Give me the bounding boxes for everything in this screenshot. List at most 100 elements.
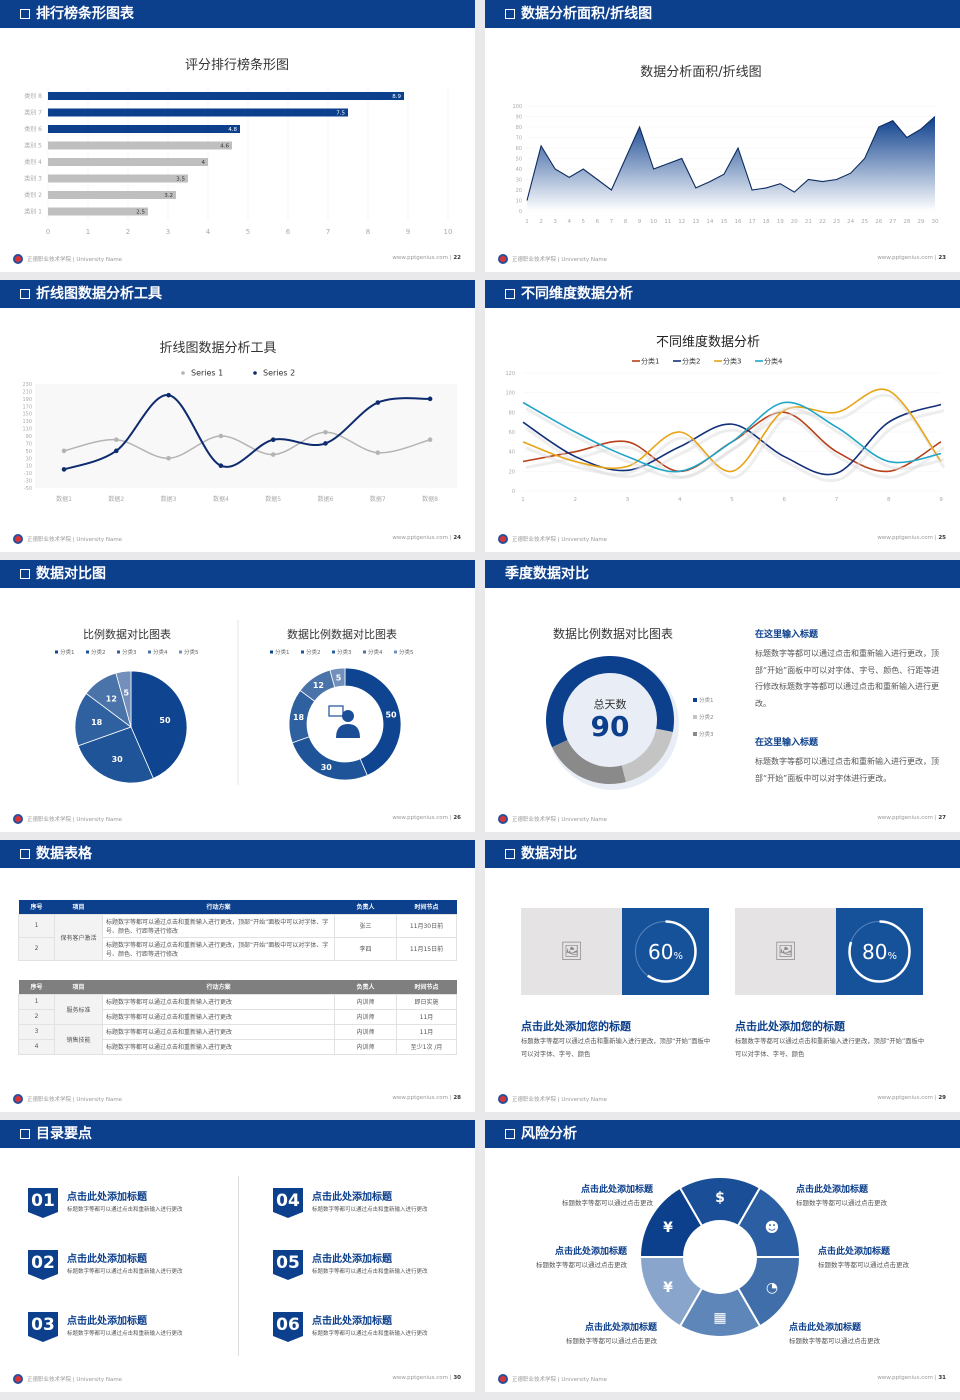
number-badge: 05 bbox=[273, 1250, 303, 1280]
bar bbox=[48, 108, 348, 117]
university-logo-icon bbox=[498, 1094, 508, 1104]
legend-label: 分类4 bbox=[764, 357, 783, 366]
university-logo-icon bbox=[498, 534, 508, 544]
x-tick-label: 4 bbox=[678, 497, 682, 503]
slide-8: 数据对比 正德职业技术学院 | University Name www.pptgen… bbox=[485, 840, 960, 1112]
series-line bbox=[522, 401, 942, 473]
row-item: 销售技能 bbox=[54, 1023, 103, 1055]
y-tick-label: 50 bbox=[26, 449, 32, 455]
slice-label: 30 bbox=[321, 763, 333, 772]
legend-marker bbox=[253, 371, 257, 375]
pie-chart-icon: ◔ bbox=[766, 1280, 778, 1296]
slide-header: 季度数据对比 bbox=[485, 560, 960, 588]
item-title[interactable]: 点击此处添加标题 bbox=[312, 1316, 392, 1327]
data-point bbox=[375, 450, 381, 456]
y-tick-label: 20 bbox=[516, 188, 522, 194]
y-tick-label: 10 bbox=[516, 199, 522, 205]
x-tick-label: 数据4 bbox=[213, 495, 229, 503]
legend-label: 分类2 bbox=[91, 648, 106, 656]
percent-number: 60 bbox=[648, 940, 673, 964]
slide-title: 数据分析面积/折线图 bbox=[521, 6, 653, 22]
row-owner: 内训师 bbox=[334, 993, 397, 1010]
y-tick-label: 70 bbox=[26, 441, 32, 447]
cycle-center bbox=[684, 1221, 756, 1293]
data-point bbox=[114, 437, 119, 443]
footer-url: www.pptgenius.com bbox=[392, 1095, 448, 1101]
series-line bbox=[522, 388, 942, 473]
chart-title: 不同维度数据分析 bbox=[656, 334, 760, 350]
money-bag-icon: ¥ bbox=[663, 1220, 673, 1236]
y-tick-label: 190 bbox=[22, 397, 32, 403]
chart-title: 折线图数据分析工具 bbox=[159, 341, 276, 356]
number-badge: 06 bbox=[273, 1312, 303, 1342]
coins-icon: $ bbox=[715, 1190, 725, 1206]
row-number: 4 bbox=[18, 1038, 55, 1055]
footer-right: www.pptgenius.com | 25 bbox=[877, 535, 946, 541]
x-tick-label: 23 bbox=[833, 219, 840, 225]
legend-marker bbox=[270, 650, 273, 654]
row-owner: 李四 bbox=[334, 936, 397, 961]
column-header: 时间节点 bbox=[396, 900, 457, 914]
risk-title[interactable]: 点击此处添加标题 bbox=[584, 1323, 657, 1333]
footer-right: www.pptgenius.com | 31 bbox=[877, 1375, 946, 1381]
row-item: 保有客户激活 bbox=[54, 913, 103, 961]
x-tick-label: 10 bbox=[650, 219, 657, 225]
footer-sep: | bbox=[447, 535, 454, 541]
page-number: 29 bbox=[938, 1095, 946, 1101]
chart-title: 数据分析面积/折线图 bbox=[640, 65, 761, 80]
x-tick-label: 24 bbox=[847, 219, 854, 225]
block-title: 在这里输入标题 bbox=[755, 630, 819, 640]
item-text: 标题数字等都可以通过点击和重新输入进行更改 bbox=[67, 1269, 183, 1275]
item-title[interactable]: 点击此处添加标题 bbox=[312, 1192, 392, 1203]
risk-title[interactable]: 点击此处添加标题 bbox=[796, 1185, 869, 1195]
legend-label: 分类1 bbox=[275, 648, 290, 656]
slide-header: 数据分析面积/折线图 bbox=[485, 0, 960, 28]
footer-org-text: 正德职业技术学院 | University Name bbox=[512, 257, 608, 263]
y-tick-label: 20 bbox=[509, 469, 515, 475]
category-label: 类别 2 bbox=[24, 191, 42, 199]
item-title[interactable]: 点击此处添加标题 bbox=[312, 1254, 392, 1265]
footer-org-text: 正德职业技术学院 | University Name bbox=[512, 817, 608, 823]
data-label: 4 bbox=[202, 160, 206, 166]
legend-marker bbox=[332, 650, 335, 654]
x-tick-label: 5 bbox=[730, 497, 734, 503]
column-header: 序号 bbox=[18, 900, 55, 914]
item-title[interactable]: 点击此处添加标题 bbox=[67, 1254, 147, 1265]
footer-org-text: 正德职业技术学院 | University Name bbox=[512, 1097, 608, 1103]
data-label: 4.8 bbox=[228, 127, 237, 133]
image-placeholder[interactable]: 🖼 bbox=[521, 908, 622, 995]
footer-org: 正德职业技术学院 | University Name bbox=[498, 534, 607, 544]
page-number: 26 bbox=[453, 815, 461, 821]
footer-right: www.pptgenius.com | 30 bbox=[392, 1375, 461, 1381]
center-label: 总天数 bbox=[594, 697, 627, 711]
x-tick-label: 7 bbox=[610, 219, 614, 225]
item-title[interactable]: 点击此处添加标题 bbox=[67, 1192, 147, 1203]
item-title[interactable]: 点击此处添加标题 bbox=[67, 1316, 147, 1327]
risk-title[interactable]: 点击此处添加标题 bbox=[554, 1247, 627, 1257]
data-point bbox=[427, 437, 433, 443]
legend-marker bbox=[693, 715, 697, 719]
footer-url: www.pptgenius.com bbox=[392, 1375, 448, 1381]
x-tick-label: 1 bbox=[86, 228, 90, 236]
data-point bbox=[323, 429, 328, 435]
legend-label: 分类2 bbox=[306, 648, 321, 656]
column-header: 行动方案 bbox=[102, 980, 335, 994]
y-tick-label: 230 bbox=[22, 382, 32, 388]
risk-title[interactable]: 点击此处添加标题 bbox=[818, 1247, 891, 1257]
y-tick-label: 110 bbox=[22, 427, 32, 433]
row-time: 11月 bbox=[396, 1008, 457, 1025]
bar-chart: 评分排行榜条形图 0 1 2 3 4 5 6 7 8 9 10 类别 1 2.5 类别 2 3.2 类别 3 3.… bbox=[24, 57, 452, 236]
risk-title[interactable]: 点击此处添加标题 bbox=[789, 1323, 862, 1333]
data-point bbox=[218, 433, 224, 439]
risk-title[interactable]: 点击此处添加标题 bbox=[580, 1185, 653, 1195]
slide-title: 风险分析 bbox=[521, 1126, 577, 1142]
university-logo-icon bbox=[498, 254, 508, 264]
x-tick-label: 9 bbox=[939, 497, 943, 503]
image-placeholder[interactable]: 🖼 bbox=[735, 908, 836, 995]
bar bbox=[48, 191, 176, 199]
x-tick-label: 3 bbox=[626, 497, 630, 503]
x-tick-label: 3 bbox=[553, 219, 557, 225]
x-tick-label: 6 bbox=[286, 228, 291, 236]
x-tick-label: 2 bbox=[574, 497, 578, 503]
column-header: 项目 bbox=[54, 980, 103, 994]
